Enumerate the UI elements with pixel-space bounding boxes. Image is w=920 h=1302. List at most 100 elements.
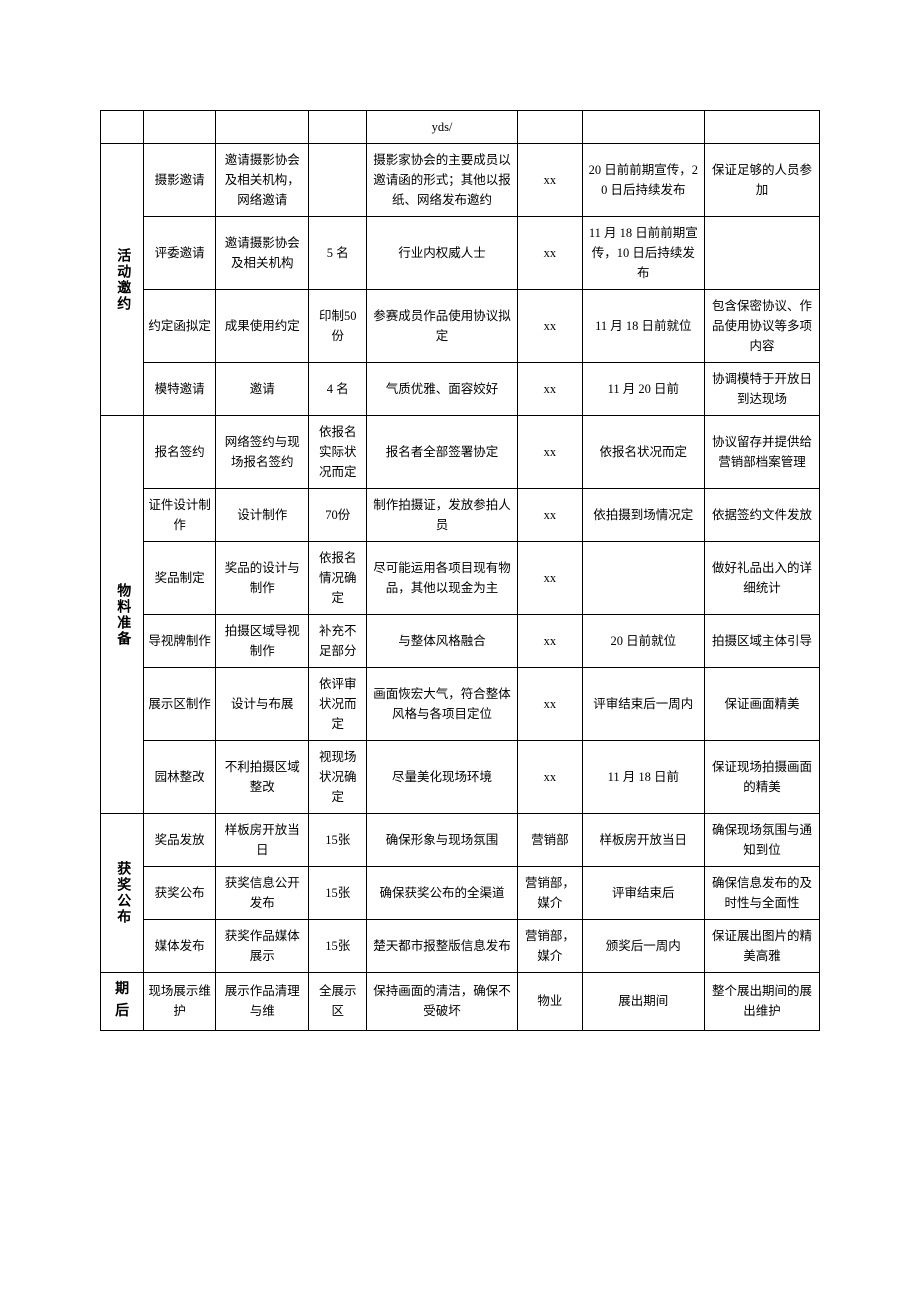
table-cell: 全展示区 bbox=[309, 973, 367, 1031]
table-cell: xx bbox=[517, 290, 582, 363]
table-cell: 保证展出图片的精美高雅 bbox=[704, 920, 819, 973]
table-row: 约定函拟定成果使用约定印制50份参赛成员作品使用协议拟定xx11 月 18 日前… bbox=[101, 290, 820, 363]
table-cell: 模特邀请 bbox=[144, 363, 216, 416]
table-row: 模特邀请邀请4 名气质优雅、面容姣好xx11 月 20 日前协调模特于开放日到达… bbox=[101, 363, 820, 416]
table-cell: 园林整改 bbox=[144, 741, 216, 814]
table-cell: 设计与布展 bbox=[216, 668, 309, 741]
table-cell: 营销部 bbox=[517, 814, 582, 867]
table-cell: 设计制作 bbox=[216, 489, 309, 542]
table-row: 获奖公布奖品发放样板房开放当日15张确保形象与现场氛围营销部样板房开放当日确保现… bbox=[101, 814, 820, 867]
table-cell bbox=[517, 111, 582, 144]
table-row: yds/ bbox=[101, 111, 820, 144]
table-row: 导视牌制作拍摄区域导视制作补充不足部分与整体风格融合xx20 日前就位拍摄区域主… bbox=[101, 615, 820, 668]
table-cell: 报名者全部签署协定 bbox=[367, 416, 518, 489]
table-cell: 行业内权威人士 bbox=[367, 217, 518, 290]
table-cell: 11 月 18 日前就位 bbox=[582, 290, 704, 363]
table-cell: xx bbox=[517, 489, 582, 542]
table-cell: 评审结束后一周内 bbox=[582, 668, 704, 741]
table-cell: xx bbox=[517, 144, 582, 217]
table-cell: 导视牌制作 bbox=[144, 615, 216, 668]
table-cell: 5 名 bbox=[309, 217, 367, 290]
table-cell: 确保形象与现场氛围 bbox=[367, 814, 518, 867]
table-cell: 依拍摄到场情况定 bbox=[582, 489, 704, 542]
table-cell: 依报名情况确定 bbox=[309, 542, 367, 615]
table-cell: 展示作品清理与维 bbox=[216, 973, 309, 1031]
table-cell: 尽量美化现场环境 bbox=[367, 741, 518, 814]
table-cell: 20 日前前期宣传，20 日后持续发布 bbox=[582, 144, 704, 217]
category-cell: 物料准备 bbox=[101, 416, 144, 814]
table-row: 评委邀请邀请摄影协会及相关机构5 名行业内权威人士xx11 月 18 日前前期宣… bbox=[101, 217, 820, 290]
table-cell: 样板房开放当日 bbox=[216, 814, 309, 867]
table-cell: 画面恢宏大气，符合整体风格与各项目定位 bbox=[367, 668, 518, 741]
plan-table-body: yds/活动邀约摄影邀请邀请摄影协会及相关机构，网络邀请摄影家协会的主要成员以邀… bbox=[101, 111, 820, 1031]
table-cell: 邀请摄影协会及相关机构 bbox=[216, 217, 309, 290]
table-cell: xx bbox=[517, 741, 582, 814]
table-cell: 15张 bbox=[309, 867, 367, 920]
table-cell: 评审结束后 bbox=[582, 867, 704, 920]
table-cell: 11 月 18 日前前期宣传，10 日后持续发布 bbox=[582, 217, 704, 290]
table-cell: 与整体风格融合 bbox=[367, 615, 518, 668]
table-cell: xx bbox=[517, 416, 582, 489]
table-cell: 保证画面精美 bbox=[704, 668, 819, 741]
category-cell: 期 后 bbox=[101, 973, 144, 1031]
table-cell: 颁奖后一周内 bbox=[582, 920, 704, 973]
table-cell: 摄影邀请 bbox=[144, 144, 216, 217]
table-cell: xx bbox=[517, 542, 582, 615]
table-cell: 视现场状况确定 bbox=[309, 741, 367, 814]
plan-table: yds/活动邀约摄影邀请邀请摄影协会及相关机构，网络邀请摄影家协会的主要成员以邀… bbox=[100, 110, 820, 1031]
table-cell bbox=[704, 217, 819, 290]
table-cell: 依报名实际状况而定 bbox=[309, 416, 367, 489]
table-cell: 奖品发放 bbox=[144, 814, 216, 867]
table-cell: xx bbox=[517, 363, 582, 416]
table-row: 媒体发布获奖作品媒体展示15张楚天都市报整版信息发布营销部，媒介颁奖后一周内保证… bbox=[101, 920, 820, 973]
table-cell: 气质优雅、面容姣好 bbox=[367, 363, 518, 416]
table-cell: 楚天都市报整版信息发布 bbox=[367, 920, 518, 973]
table-cell: 协议留存并提供给营销部档案管理 bbox=[704, 416, 819, 489]
table-cell: 4 名 bbox=[309, 363, 367, 416]
table-cell: 物业 bbox=[517, 973, 582, 1031]
table-cell: 营销部，媒介 bbox=[517, 920, 582, 973]
table-cell: 媒体发布 bbox=[144, 920, 216, 973]
table-cell bbox=[144, 111, 216, 144]
table-cell: 11 月 20 日前 bbox=[582, 363, 704, 416]
table-cell bbox=[704, 111, 819, 144]
table-cell: 15张 bbox=[309, 920, 367, 973]
table-cell: 确保获奖公布的全渠道 bbox=[367, 867, 518, 920]
table-cell: 15张 bbox=[309, 814, 367, 867]
category-cell bbox=[101, 111, 144, 144]
table-row: 证件设计制作设计制作70份制作拍摄证，发放参拍人员xx依拍摄到场情况定依据签约文… bbox=[101, 489, 820, 542]
table-cell bbox=[309, 111, 367, 144]
table-cell: xx bbox=[517, 217, 582, 290]
table-cell: 补充不足部分 bbox=[309, 615, 367, 668]
table-cell bbox=[309, 144, 367, 217]
table-cell: 保证足够的人员参加 bbox=[704, 144, 819, 217]
table-row: 奖品制定奖品的设计与制作依报名情况确定尽可能运用各项目现有物品，其他以现金为主x… bbox=[101, 542, 820, 615]
table-cell: 保证现场拍摄画面的精美 bbox=[704, 741, 819, 814]
table-cell: 获奖公布 bbox=[144, 867, 216, 920]
table-cell: 网络签约与现场报名签约 bbox=[216, 416, 309, 489]
table-cell: 不利拍摄区域整改 bbox=[216, 741, 309, 814]
table-cell: 印制50份 bbox=[309, 290, 367, 363]
category-cell: 获奖公布 bbox=[101, 814, 144, 973]
table-cell: 包含保密协议、作品使用协议等多项内容 bbox=[704, 290, 819, 363]
category-cell: 活动邀约 bbox=[101, 144, 144, 416]
table-row: 展示区制作设计与布展依评审状况而定画面恢宏大气，符合整体风格与各项目定位xx评审… bbox=[101, 668, 820, 741]
table-cell: 摄影家协会的主要成员以邀请函的形式；其他以报纸、网络发布邀约 bbox=[367, 144, 518, 217]
table-cell: 协调模特于开放日到达现场 bbox=[704, 363, 819, 416]
table-cell: xx bbox=[517, 615, 582, 668]
table-cell: 展示区制作 bbox=[144, 668, 216, 741]
table-cell: 11 月 18 日前 bbox=[582, 741, 704, 814]
table-cell: 依评审状况而定 bbox=[309, 668, 367, 741]
table-cell bbox=[582, 542, 704, 615]
table-cell: 样板房开放当日 bbox=[582, 814, 704, 867]
table-cell bbox=[216, 111, 309, 144]
document-page: yds/活动邀约摄影邀请邀请摄影协会及相关机构，网络邀请摄影家协会的主要成员以邀… bbox=[0, 0, 920, 1091]
table-row: 物料准备报名签约网络签约与现场报名签约依报名实际状况而定报名者全部签署协定xx依… bbox=[101, 416, 820, 489]
table-cell: 做好礼品出入的详细统计 bbox=[704, 542, 819, 615]
table-row: 园林整改不利拍摄区域整改视现场状况确定尽量美化现场环境xx11 月 18 日前保… bbox=[101, 741, 820, 814]
table-cell: 整个展出期间的展出维护 bbox=[704, 973, 819, 1031]
table-cell: 获奖作品媒体展示 bbox=[216, 920, 309, 973]
table-cell: 报名签约 bbox=[144, 416, 216, 489]
table-cell: 尽可能运用各项目现有物品，其他以现金为主 bbox=[367, 542, 518, 615]
table-cell: 拍摄区域导视制作 bbox=[216, 615, 309, 668]
